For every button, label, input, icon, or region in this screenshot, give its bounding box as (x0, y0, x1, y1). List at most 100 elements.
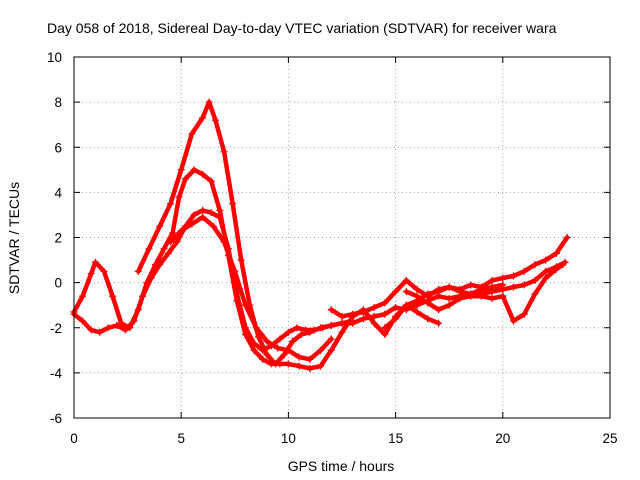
data-point (280, 351, 288, 359)
data-point (263, 337, 271, 345)
data-point (237, 256, 245, 264)
data-point (220, 238, 228, 246)
x-tick-label: 25 (602, 431, 617, 446)
data-point (381, 331, 389, 339)
series-line (382, 235, 570, 331)
data-point (510, 283, 518, 291)
y-tick-label: 10 (47, 50, 62, 65)
data-point (164, 249, 172, 257)
data-point (126, 324, 134, 332)
data-point (424, 292, 432, 300)
data-point (520, 310, 528, 318)
data-point (520, 281, 528, 289)
data-point (295, 353, 303, 361)
data-point (104, 324, 112, 332)
data-point (87, 326, 95, 334)
data-point (79, 292, 87, 300)
data-point (216, 206, 224, 214)
data-point (392, 288, 400, 296)
data-point (359, 315, 367, 323)
data-point (510, 272, 518, 280)
data-point (242, 301, 250, 309)
data-point (145, 245, 153, 253)
data-point (413, 285, 421, 293)
x-tick-label: 15 (388, 431, 403, 446)
data-point (402, 301, 410, 309)
data-point (143, 279, 151, 287)
data-point (173, 238, 181, 246)
x-tick-label: 20 (495, 431, 510, 446)
y-tick-label: 6 (54, 140, 62, 155)
data-point (100, 267, 108, 275)
data-point (359, 308, 367, 316)
data-point (109, 292, 117, 300)
data-point (199, 170, 207, 178)
data-point (370, 319, 378, 327)
data-point (175, 193, 183, 201)
data-point (552, 265, 560, 273)
y-tick-label: 2 (54, 231, 62, 246)
data-point (209, 222, 217, 230)
data-point (295, 362, 303, 370)
data-point (113, 321, 121, 329)
data-point (169, 229, 177, 237)
series-line (71, 167, 441, 371)
data-point (434, 319, 442, 327)
data-point (552, 249, 560, 257)
data-point (297, 331, 305, 339)
data-point (220, 148, 228, 156)
data-point (456, 294, 464, 302)
data-point (188, 130, 196, 138)
data-point (531, 261, 539, 269)
data-point (499, 281, 507, 289)
data-point (445, 283, 453, 291)
x-tick-label: 0 (70, 431, 78, 446)
data-point (199, 114, 207, 122)
data-point (488, 276, 496, 284)
data-point (531, 276, 539, 284)
data-point (392, 315, 400, 323)
data-point (79, 317, 87, 325)
data-point (327, 346, 335, 354)
data-point (559, 261, 567, 269)
series-track-4 (166, 213, 335, 363)
data-point (317, 346, 325, 354)
data-point (242, 331, 250, 339)
data-point (276, 335, 284, 343)
data-point (445, 294, 453, 302)
data-point (402, 288, 410, 296)
x-tick-label: 5 (177, 431, 185, 446)
data-point (510, 317, 518, 325)
data-point (424, 315, 432, 323)
data-point (134, 306, 142, 314)
data-point (424, 299, 432, 307)
data-point (250, 346, 258, 354)
data-point (467, 290, 475, 298)
data-point (252, 324, 260, 332)
series-track-5 (381, 234, 571, 332)
data-point (381, 310, 389, 318)
series-track-2 (70, 166, 442, 372)
data-point (542, 267, 550, 275)
data-point (289, 337, 297, 345)
data-point (231, 267, 239, 275)
data-point (338, 319, 346, 327)
chart-title: Day 058 of 2018, Sidereal Day-to-day VTE… (47, 20, 557, 36)
data-point (349, 310, 357, 318)
data-point (413, 292, 421, 300)
y-tick-label: -6 (50, 411, 62, 426)
data-point (199, 213, 207, 221)
series-line (168, 214, 334, 362)
x-tick-label: 10 (281, 431, 296, 446)
series-line (136, 99, 355, 367)
series-track-6 (402, 261, 567, 325)
series-layer (70, 98, 571, 372)
data-point (488, 283, 496, 291)
y-tick-label: 8 (54, 95, 62, 110)
data-point (456, 288, 464, 296)
data-point (542, 256, 550, 264)
data-point (156, 222, 164, 230)
y-tick-label: -4 (50, 366, 62, 381)
data-point (274, 344, 282, 352)
